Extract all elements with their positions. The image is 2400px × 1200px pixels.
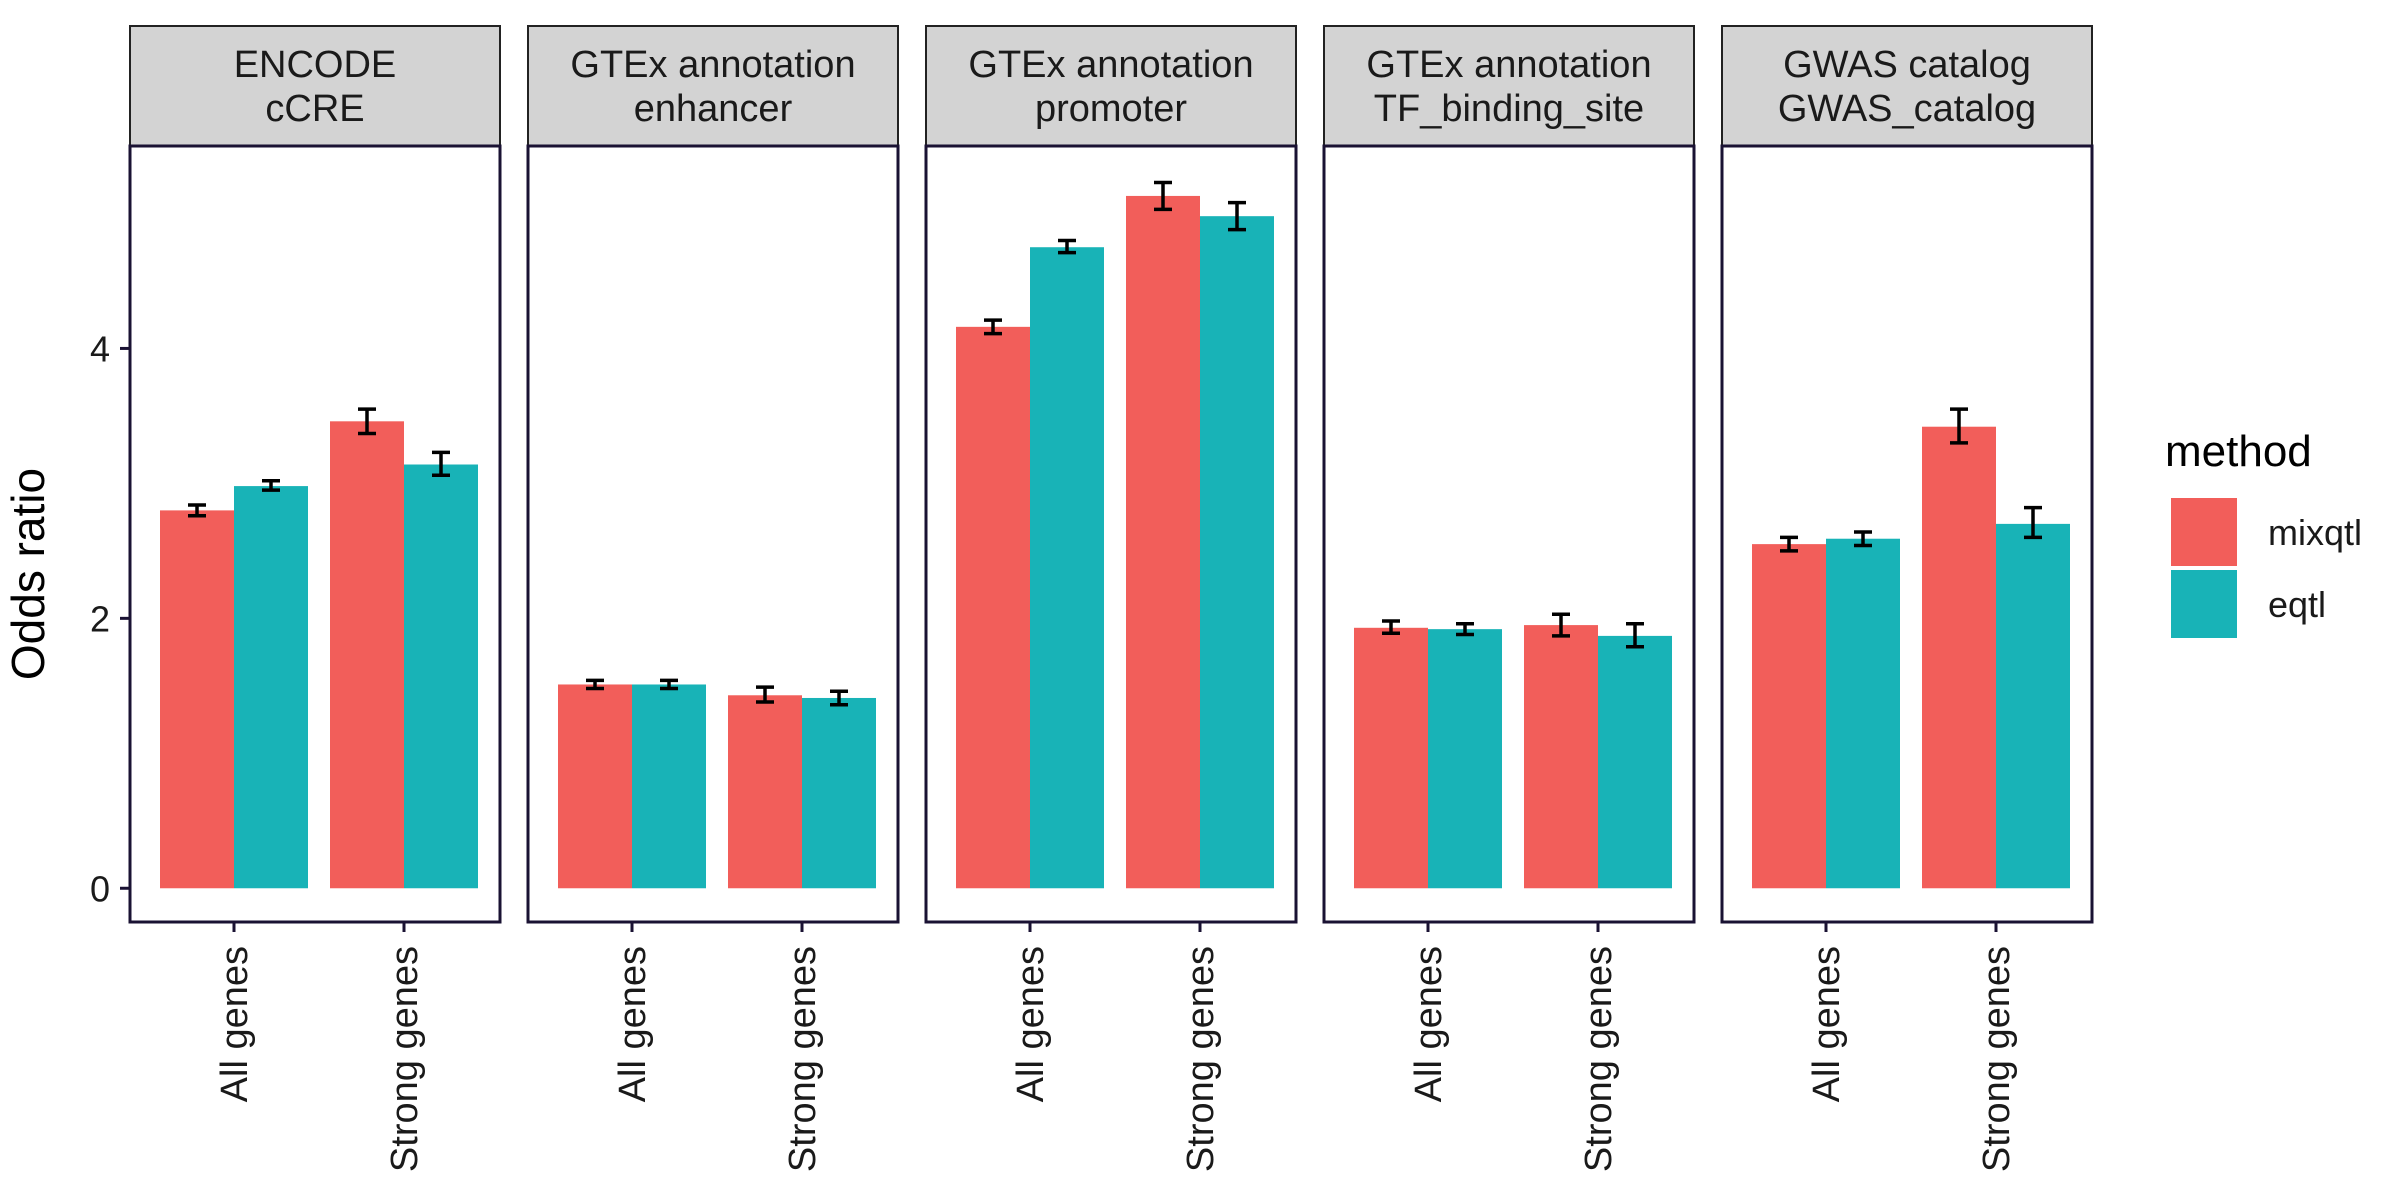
legend-key-mixqtl [2171,498,2237,566]
legend-key-eqtl [2171,570,2237,638]
facet-strip-label: GTEx annotation [570,44,855,86]
bar-mixqtl [1922,426,1996,889]
facet-strip [129,25,501,147]
y-axis: 0 2 4 [90,328,130,909]
x-tick-label: Strong genes [384,946,426,1172]
bar-eqtl [632,684,706,889]
x-tick-label: All genes [1806,946,1848,1102]
bar-mixqtl [956,326,1030,889]
facet-strip-label: GWAS_catalog [1778,88,2036,130]
bar-mixqtl [1752,544,1826,889]
bar-mixqtl [558,684,632,889]
facet-strip [925,25,1297,147]
facet-strip-label: GTEx annotation [968,44,1253,86]
x-tick-label: Strong genes [1976,946,2018,1172]
facet-strip-label: ENCODE [234,44,397,86]
facet-strip-label: GWAS catalog [1783,44,2031,86]
legend-title: method [2165,427,2312,476]
legend: method mixqtl eqtl [2165,427,2362,638]
facet-strip [527,25,899,147]
y-tick-label: 2 [90,598,110,639]
facet-strip-label: TF_binding_site [1374,88,1644,130]
bar-mixqtl [1126,195,1200,889]
facet-strip-label: cCRE [265,88,364,130]
bar-eqtl [1030,247,1104,889]
x-tick-label: All genes [214,946,256,1102]
x-tick-label: Strong genes [782,946,824,1172]
bar-eqtl [1200,216,1274,889]
bar-eqtl [1826,538,1900,889]
y-axis-title: Odds ratio [2,468,54,680]
x-tick-label: All genes [1010,946,1052,1102]
x-tick-label: All genes [1408,946,1450,1102]
bar-mixqtl [160,510,234,889]
bar-eqtl [1598,635,1672,889]
bar-eqtl [1428,629,1502,889]
x-tick-label: All genes [612,946,654,1102]
facet-strip-label: enhancer [634,88,793,130]
facet-strip-label: promoter [1035,88,1187,130]
bar-eqtl [404,464,478,889]
bar-mixqtl [1524,625,1598,889]
bar-eqtl [234,486,308,889]
facet-strip-label: GTEx annotation [1366,44,1651,86]
x-tick-label: Strong genes [1180,946,1222,1172]
facet-strip [1323,25,1695,147]
x-tick-label: Strong genes [1578,946,1620,1172]
bar-mixqtl [728,695,802,889]
legend-label-mixqtl: mixqtl [2268,512,2362,553]
legend-label-eqtl: eqtl [2268,584,2326,625]
y-tick-label: 4 [90,328,110,369]
bar-mixqtl [330,421,404,889]
bar-eqtl [802,697,876,889]
bar-mixqtl [1354,627,1428,889]
bar-eqtl [1996,523,2070,889]
y-tick-label: 0 [90,868,110,909]
